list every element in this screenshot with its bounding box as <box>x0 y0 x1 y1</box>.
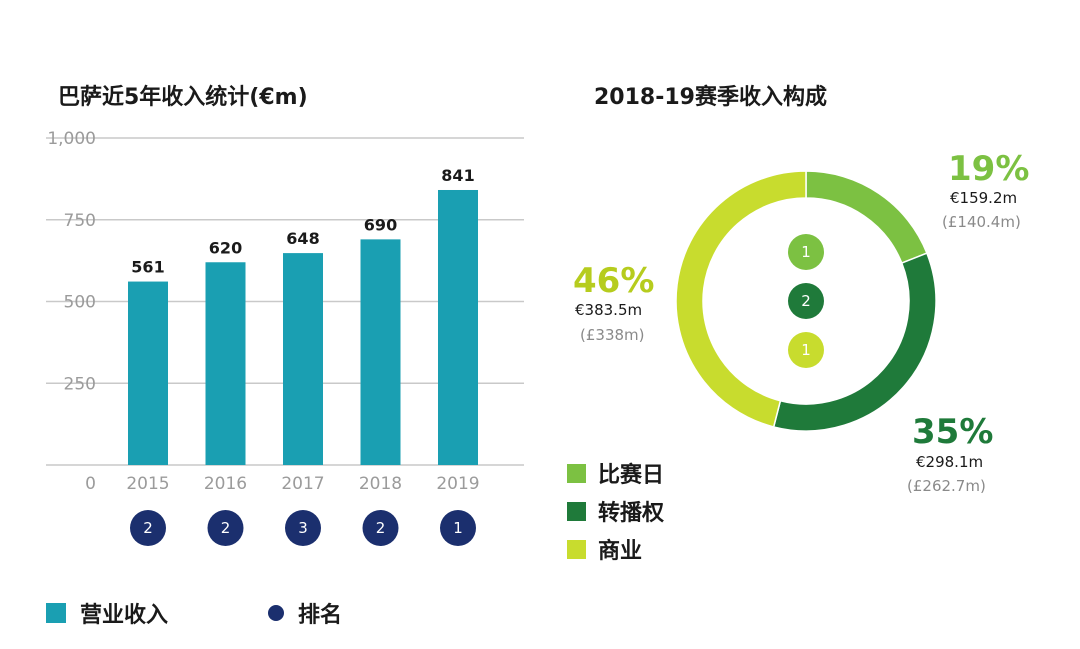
slice-matchday-gbp: (£140.4m) <box>942 213 1021 231</box>
slice-commercial-percent: 46% <box>573 261 654 301</box>
bar-2016 <box>205 262 246 465</box>
bar-2015 <box>128 281 168 465</box>
x-tick-2018: 2018 <box>359 474 402 494</box>
slice-broadcast-percent: 35% <box>912 412 993 452</box>
bar-2019 <box>438 189 478 466</box>
rank-circle-2018 <box>362 510 399 546</box>
rank-label-2019: 1 <box>453 519 463 537</box>
y-tick-0: 0 <box>85 474 96 494</box>
x-tick-2019: 2019 <box>436 474 479 494</box>
legend-broadcast-label: 转播权 <box>598 500 665 526</box>
legend-rank-label: 排名 <box>298 602 342 628</box>
bar-2017 <box>283 253 323 465</box>
legend-revenue-label: 营业收入 <box>80 602 168 628</box>
y-tick-750: 750 <box>64 211 96 231</box>
x-tick-2017: 2017 <box>281 474 324 494</box>
bar-value-2015: 561 <box>131 258 164 277</box>
legend-broadcast-swatch <box>567 502 586 521</box>
slice-commercial-gbp: (£338m) <box>580 326 645 344</box>
slice-matchday-eur: €159.2m <box>950 189 1017 207</box>
rank-circle-2019 <box>440 510 476 546</box>
rank-label-2018: 2 <box>376 519 386 537</box>
bar-rank-markers: 2 2 3 2 1 <box>130 510 476 546</box>
bar-value-2018: 690 <box>364 215 397 234</box>
bar-chart-title: 巴萨近5年收入统计(€m) <box>58 84 308 110</box>
slice-matchday-percent: 19% <box>948 149 1029 189</box>
donut-slice-2 <box>675 170 807 428</box>
slice-broadcast-eur: €298.1m <box>916 453 983 471</box>
donut-slice-0 <box>805 170 928 265</box>
donut-rank-markers: 1 2 1 <box>788 234 824 368</box>
slice-broadcast-gbp: (£262.7m) <box>907 477 986 495</box>
y-tick-500: 500 <box>64 293 96 313</box>
donut-rank-circle-0 <box>788 234 824 270</box>
rank-circle-2016 <box>207 510 244 546</box>
bar-value-2017: 648 <box>286 229 319 248</box>
bar-series <box>128 189 478 466</box>
x-tick-2015: 2015 <box>126 474 169 494</box>
rank-label-2016: 2 <box>221 519 231 537</box>
bar-2018 <box>360 239 401 465</box>
x-tick-2016: 2016 <box>204 474 247 494</box>
y-tick-1000: 1,000 <box>47 129 96 149</box>
donut-rank-circle-1 <box>788 283 824 319</box>
donut-chart-title: 2018-19赛季收入构成 <box>594 84 827 110</box>
donut-slices <box>675 170 937 432</box>
rank-label-2017: 3 <box>298 519 308 537</box>
y-tick-250: 250 <box>64 374 96 394</box>
donut-rank-label-2: 1 <box>801 341 811 359</box>
legend-revenue-swatch <box>46 603 66 623</box>
bar-value-2016: 620 <box>209 238 242 257</box>
slice-commercial-eur: €383.5m <box>575 301 642 319</box>
rank-circle-2015 <box>130 510 166 546</box>
legend-matchday-label: 比赛日 <box>598 462 664 488</box>
rank-label-2015: 2 <box>143 519 153 537</box>
donut-rank-circle-2 <box>788 332 824 368</box>
rank-circle-2017 <box>285 510 321 546</box>
donut-rank-label-0: 1 <box>801 243 811 261</box>
bar-y-tick-labels: 0 250 500 750 1,000 <box>47 129 96 494</box>
bar-x-tick-labels: 2015 2016 2017 2018 2019 <box>126 474 479 494</box>
donut-rank-label-1: 2 <box>801 292 811 310</box>
legend-commercial-label: 商业 <box>598 538 642 564</box>
legend-matchday-swatch <box>567 464 586 483</box>
legend-rank-swatch <box>268 605 284 621</box>
legend-commercial-swatch <box>567 540 586 559</box>
bar-value-labels: 561 620 648 690 841 <box>131 166 474 277</box>
bar-value-2019: 841 <box>441 166 474 185</box>
